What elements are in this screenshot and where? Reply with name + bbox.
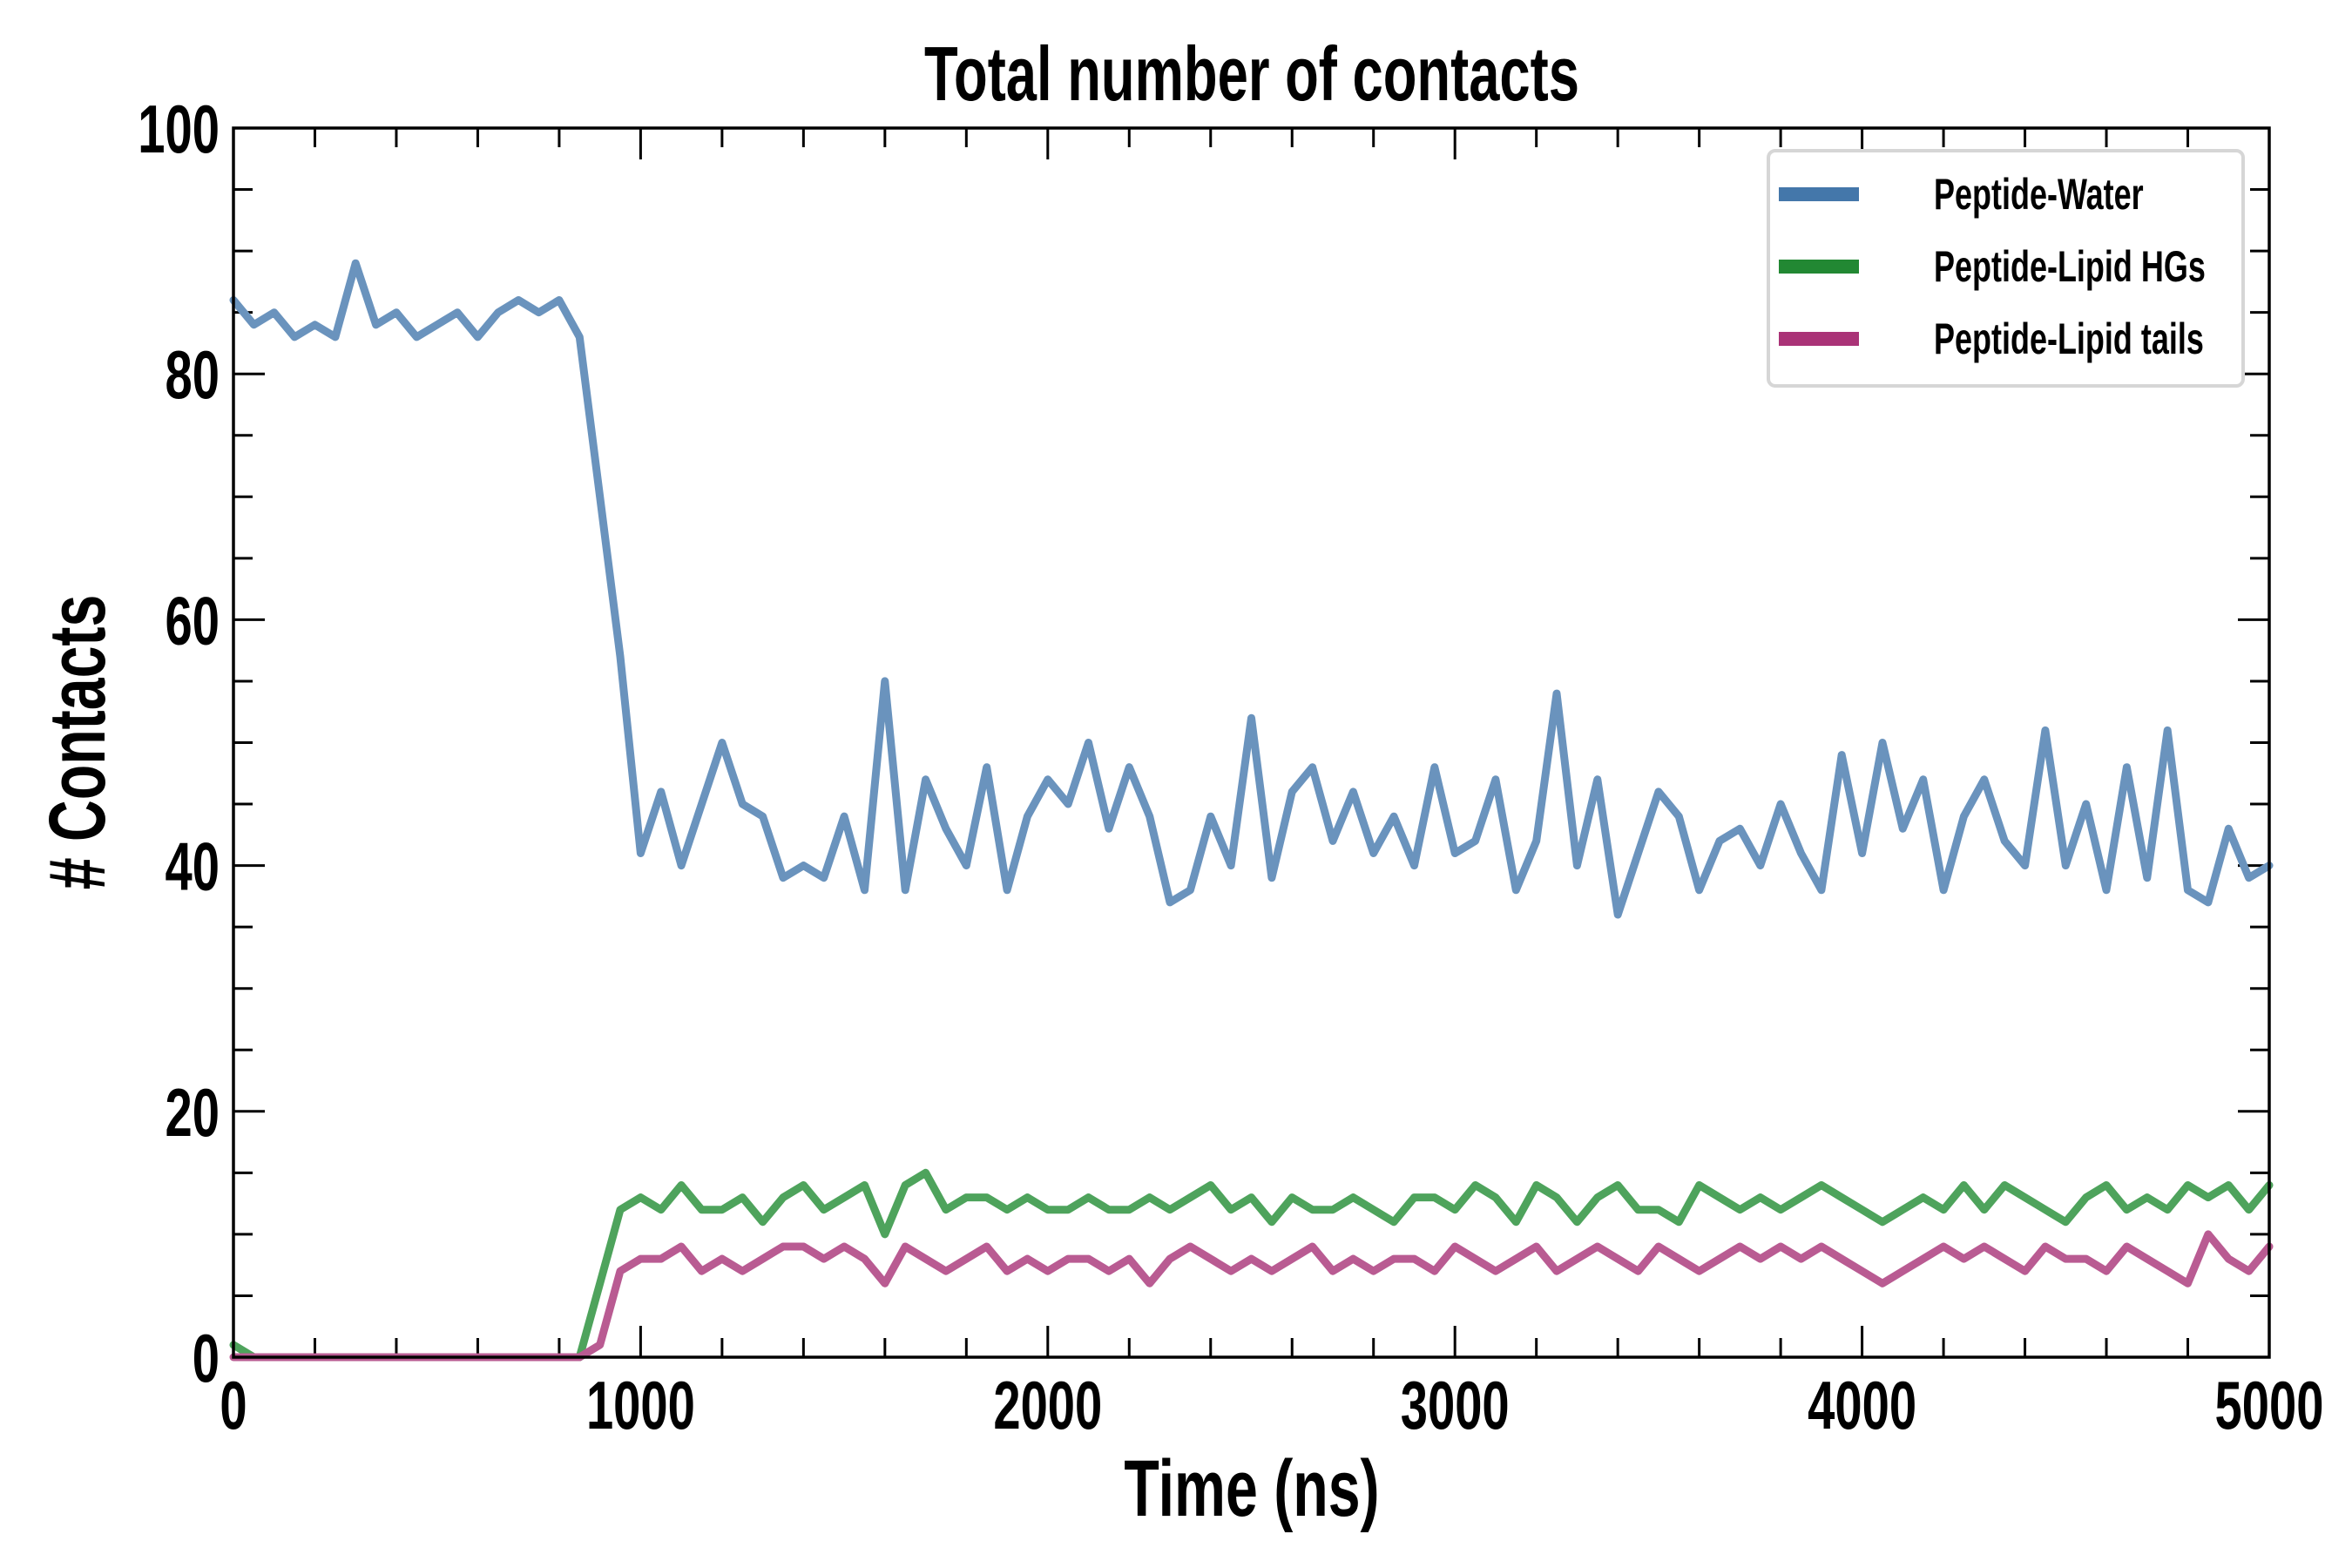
y-tick-label: 60 <box>166 583 220 659</box>
x-tick-label: 4000 <box>1808 1368 1916 1443</box>
x-axis-label: Time (ns) <box>1124 1443 1379 1532</box>
legend-label: Peptide-Lipid tails <box>1934 315 2204 363</box>
series-line-peptide-lipid-tails <box>229 1230 2274 1362</box>
legend-box <box>1767 149 2245 388</box>
x-tick-label: 2000 <box>993 1368 1102 1443</box>
y-tick-label: 80 <box>166 337 220 413</box>
chart-title: Total number of contacts <box>924 32 1579 118</box>
y-tick-label: 100 <box>138 91 220 167</box>
y-tick-label: 40 <box>166 829 220 905</box>
legend: Peptide-Water Peptide-Lipid HGs Peptide-Li… <box>1767 149 2245 388</box>
x-tick-label: 0 <box>220 1368 247 1443</box>
series-line-peptide-lipid-hgs <box>229 1168 2274 1362</box>
legend-label: Peptide-Lipid HGs <box>1934 243 2206 291</box>
x-tick-label: 3000 <box>1401 1368 1510 1443</box>
series-line-peptide-water <box>229 259 2274 919</box>
x-tick-label: 5000 <box>2215 1368 2324 1443</box>
x-tick-label: 1000 <box>586 1368 695 1443</box>
y-axis-label: # Contacts <box>31 595 121 890</box>
plot-frame <box>232 126 2271 1359</box>
y-tick-label: 20 <box>166 1075 220 1151</box>
legend-label: Peptide-Water <box>1934 171 2144 219</box>
y-tick-label: 0 <box>193 1321 220 1396</box>
